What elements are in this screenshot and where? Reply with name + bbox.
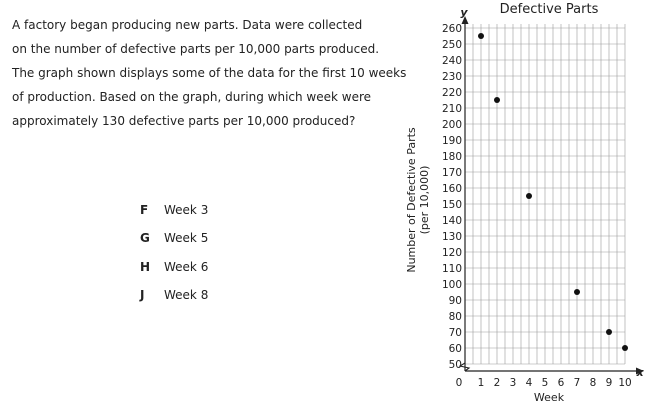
choice-text: Week 6 [164, 259, 209, 274]
question-line: A factory began producing new parts. Dat… [12, 18, 363, 32]
choice-letter: F [140, 203, 149, 218]
y-tick-label: 250 [442, 39, 462, 51]
chart-grid [464, 24, 626, 365]
x-tick-label: 1 [478, 377, 485, 389]
data-point [606, 329, 612, 335]
choice-letter: H [140, 259, 151, 274]
choice-h[interactable]: H Week 6 [140, 253, 208, 281]
origin-label: 0 [456, 377, 463, 389]
choice-text: Week 8 [164, 288, 209, 303]
x-tick-label: 8 [590, 377, 597, 389]
choice-text: Week 3 [164, 203, 209, 218]
x-tick-label: 10 [618, 377, 631, 389]
choice-letter: G [140, 231, 150, 246]
y-tick-label: 140 [442, 215, 462, 227]
y-axis-label-line1: Number of Defective Parts [405, 127, 418, 273]
x-tick-label: 7 [574, 377, 581, 389]
y-axis-label-line2: (per 10,000) [418, 166, 431, 235]
y-tick-label: 150 [442, 199, 462, 211]
data-point [526, 193, 532, 199]
answer-choices: F Week 3 G Week 5 H Week 6 J Week 8 [140, 196, 208, 309]
chart-axes [458, 16, 644, 375]
y-tick-label: 210 [442, 103, 462, 115]
x-tick-label: 5 [542, 377, 549, 389]
chart-tick-labels: 5060708090100110120130140150160170180190… [442, 23, 632, 389]
x-axis-label: Week [534, 391, 565, 404]
chart-title: Defective Parts [500, 2, 599, 17]
data-point [574, 289, 580, 295]
question-line: of production. Based on the graph, durin… [12, 90, 372, 104]
question-line: on the number of defective parts per 10,… [12, 42, 380, 56]
choice-j[interactable]: J Week 8 [140, 281, 208, 309]
data-point [622, 345, 628, 351]
y-tick-label: 90 [449, 295, 462, 307]
x-tick-label: 2 [494, 377, 501, 389]
x-tick-label: 4 [526, 377, 533, 389]
y-tick-label: 110 [442, 263, 462, 275]
question-line: The graph shown displays some of the dat… [12, 66, 407, 80]
data-point [494, 97, 500, 103]
y-tick-label: 260 [442, 23, 462, 35]
y-axis-letter: y [460, 6, 468, 19]
y-tick-label: 160 [442, 183, 462, 195]
choice-f[interactable]: F Week 3 [140, 196, 208, 224]
choice-text: Week 5 [164, 231, 209, 246]
y-tick-label: 70 [449, 327, 462, 339]
y-tick-label: 180 [442, 151, 462, 163]
y-tick-label: 170 [442, 167, 462, 179]
y-axis-arrow [461, 16, 469, 24]
y-tick-label: 200 [442, 119, 462, 131]
x-axis-arrow [636, 367, 644, 375]
y-tick-label: 80 [449, 311, 462, 323]
choice-g[interactable]: G Week 5 [140, 224, 208, 252]
question-text: A factory began producing new parts. Dat… [12, 13, 432, 133]
data-point [478, 33, 484, 39]
x-axis-letter: x [635, 366, 644, 379]
axis-break-mark [458, 362, 471, 372]
y-tick-label: 240 [442, 55, 462, 67]
y-tick-label: 130 [442, 231, 462, 243]
y-tick-label: 230 [442, 71, 462, 83]
y-tick-label: 120 [442, 247, 462, 259]
y-tick-label: 100 [442, 279, 462, 291]
question-line: approximately 130 defective parts per 10… [12, 114, 356, 128]
chart-points [478, 33, 628, 351]
choice-letter: J [140, 288, 145, 303]
y-tick-label: 60 [449, 343, 462, 355]
x-tick-label: 6 [558, 377, 565, 389]
x-tick-label: 3 [510, 377, 517, 389]
y-tick-label: 220 [442, 87, 462, 99]
y-tick-label: 50 [449, 359, 462, 371]
y-tick-label: 190 [442, 135, 462, 147]
x-tick-label: 9 [606, 377, 613, 389]
